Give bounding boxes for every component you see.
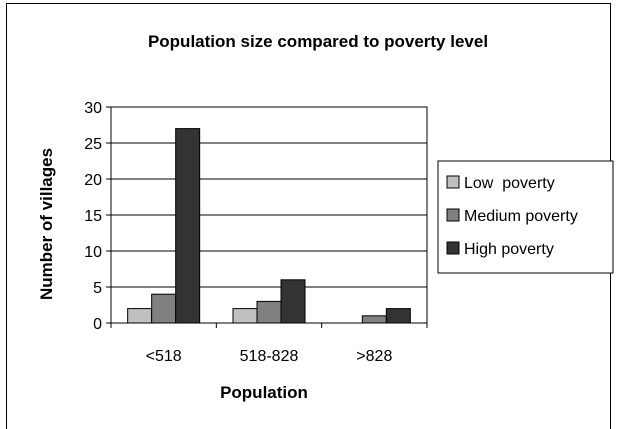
legend-label: Low poverty	[464, 175, 555, 192]
legend-label: Medium poverty	[464, 208, 578, 225]
bars	[127, 128, 411, 324]
legend-box	[437, 160, 614, 274]
y-tick-label: 15	[84, 208, 102, 225]
legend: Low poverty Medium poverty High poverty	[437, 160, 614, 274]
y-tick-label: 10	[84, 244, 102, 261]
legend-swatch	[446, 175, 460, 189]
y-axis-ticks: 0 5 10 15 20 25 30	[84, 100, 111, 333]
bar-high-poverty	[280, 279, 306, 324]
y-tick-label: 25	[84, 136, 102, 153]
bar-high-poverty	[175, 128, 201, 324]
bar-medium-poverty	[361, 315, 387, 324]
y-tick-label: 30	[84, 100, 102, 117]
bar-medium-poverty	[256, 300, 282, 324]
bar-low-poverty	[127, 308, 153, 324]
bar-low-poverty	[232, 308, 258, 324]
chart-title: Population size compared to poverty leve…	[148, 32, 488, 51]
y-tick-label: 0	[93, 316, 102, 333]
x-tick-label: >828	[356, 348, 392, 365]
legend-swatch	[446, 208, 460, 222]
y-axis-title: Number of villages	[37, 148, 56, 300]
bar-high-poverty	[385, 308, 411, 324]
legend-swatch	[446, 241, 460, 255]
bar-medium-poverty	[151, 293, 177, 324]
x-tick-label: 518-828	[240, 348, 299, 365]
x-tick-label: <518	[146, 348, 182, 365]
legend-label: High poverty	[464, 241, 554, 258]
x-axis-ticks: <518 518-828 >828	[110, 323, 428, 365]
gridlines	[111, 106, 427, 324]
y-tick-label: 5	[93, 280, 102, 297]
y-tick-label: 20	[84, 172, 102, 189]
x-axis-title: Population	[220, 383, 308, 402]
